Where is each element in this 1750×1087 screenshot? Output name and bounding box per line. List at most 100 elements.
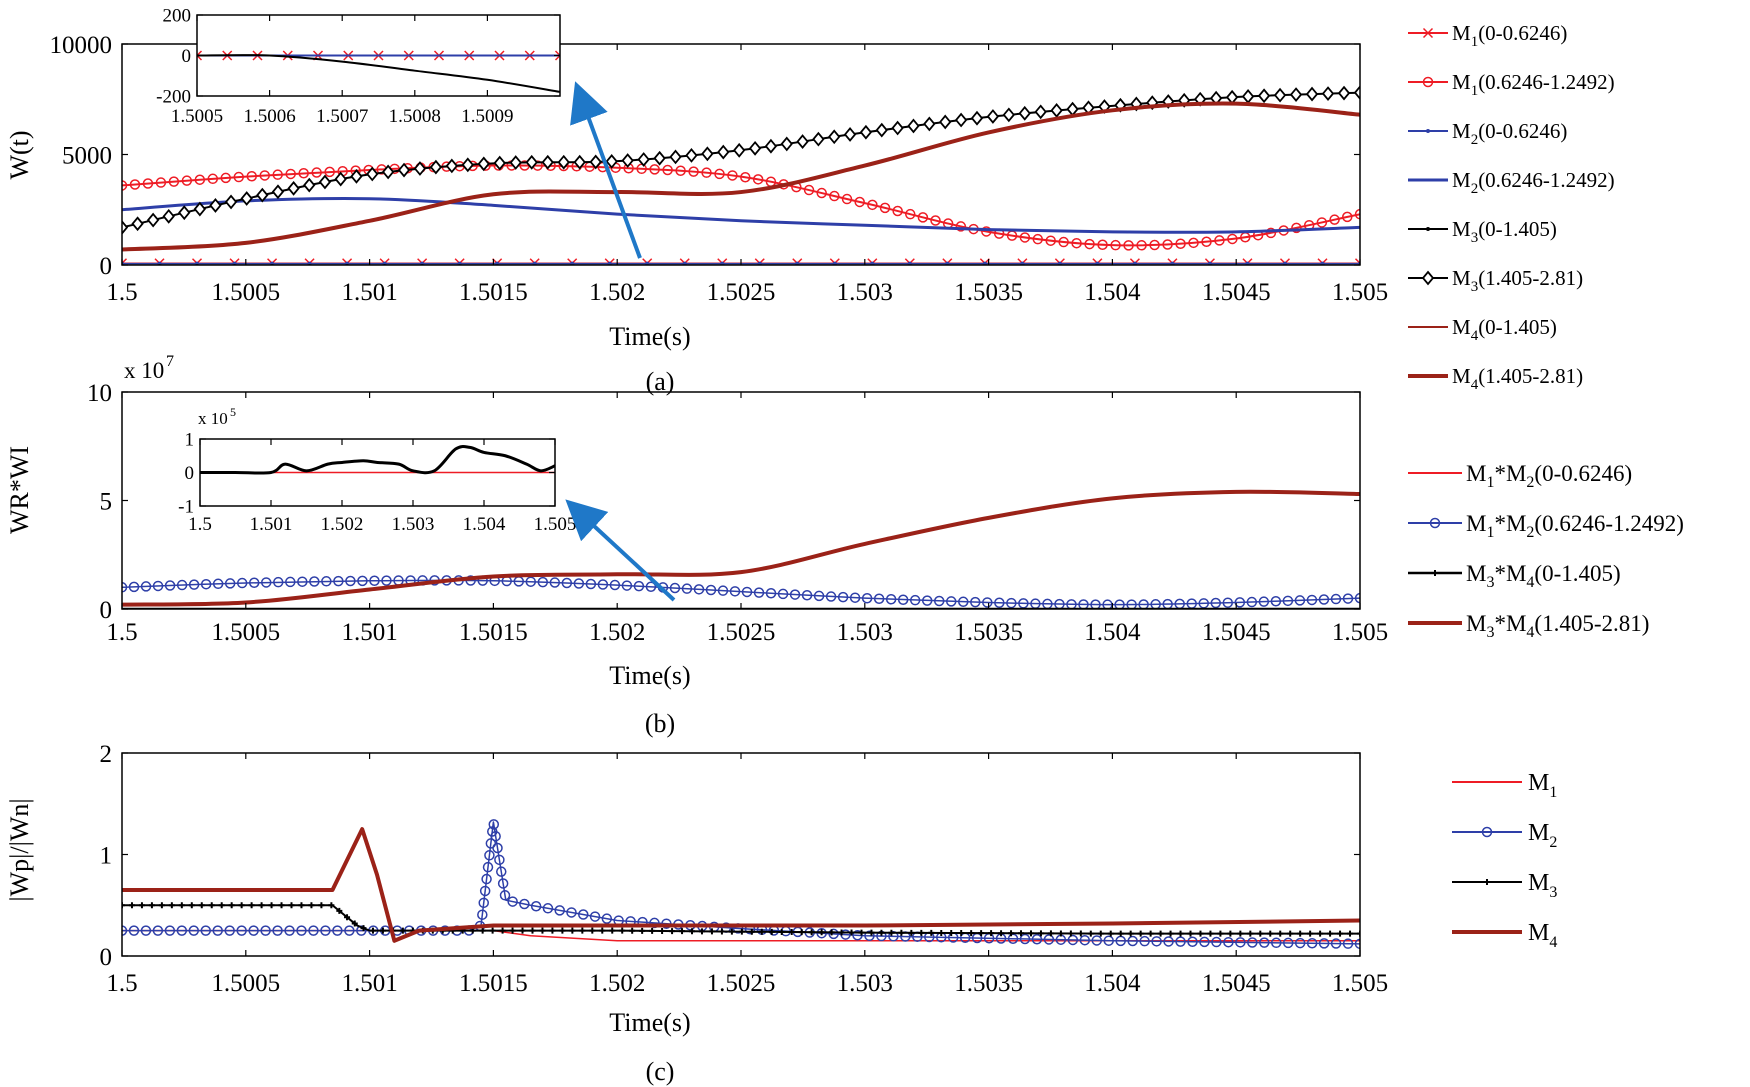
y-tick-label: -1: [178, 497, 194, 518]
series-M2: [122, 819, 1360, 950]
series-marker: [334, 171, 347, 187]
series-marker: [870, 261, 875, 265]
legend-label-range: (0.6246-1.2492): [1478, 70, 1614, 94]
series-marker: [519, 927, 526, 934]
series-marker: [479, 927, 486, 934]
series-marker: [1008, 930, 1015, 937]
series-marker: [1034, 104, 1047, 120]
series-marker: [178, 205, 191, 221]
series-marker: [758, 928, 765, 935]
series-marker: [1225, 89, 1239, 105]
series-marker: [238, 902, 245, 909]
legend-item: M2(0.6246-1.2492): [1408, 168, 1615, 197]
series-marker: [923, 116, 936, 132]
series-marker: [248, 902, 255, 909]
series-marker: [1267, 930, 1274, 937]
series-marker: [982, 597, 993, 608]
series-marker: [854, 196, 865, 208]
series-marker: [621, 153, 634, 168]
series-marker: [328, 902, 335, 909]
series-marker: [278, 902, 285, 909]
series-marker: [897, 594, 909, 605]
series-marker: [1188, 237, 1199, 249]
series-marker: [209, 198, 222, 213]
series-marker: [1245, 267, 1249, 271]
series-marker: [1354, 592, 1360, 604]
series-marker: [1147, 930, 1154, 937]
series-marker: [891, 120, 904, 136]
series-marker: [1258, 596, 1270, 607]
series-marker: [653, 150, 666, 166]
series-marker: [366, 166, 379, 182]
legend-marker: [1481, 826, 1493, 838]
series-M1(0.6246-1.2492): [122, 160, 1360, 251]
series-marker: [858, 929, 865, 936]
series-marker: [129, 179, 141, 190]
series-marker: [1058, 266, 1062, 270]
series-marker: [659, 927, 666, 934]
series-marker: [549, 927, 556, 934]
series-marker: [168, 176, 180, 187]
series-marker: [369, 927, 376, 934]
series-marker: [318, 174, 332, 190]
x-axis-label: Time(s): [609, 322, 690, 351]
series-marker: [597, 579, 609, 590]
series-marker: [379, 927, 386, 934]
series-marker: [727, 170, 738, 181]
series-marker: [168, 902, 175, 909]
series-marker: [733, 142, 746, 158]
series-marker: [649, 927, 656, 934]
series-marker: [461, 157, 474, 173]
series-marker: [271, 184, 285, 200]
series-marker: [1358, 267, 1362, 271]
callout-arrow-b: [565, 499, 676, 602]
series-marker: [898, 929, 905, 936]
series-marker: [867, 199, 878, 211]
series-marker: [507, 896, 518, 907]
x-tick-label: 1.5015: [459, 970, 528, 997]
series-marker: [1223, 936, 1234, 948]
x-tick-label: 1.505: [1332, 970, 1388, 997]
legend-label-part: 1: [1486, 524, 1494, 541]
series-marker: [489, 927, 496, 934]
series-marker: [1077, 930, 1084, 937]
legend-label: M4(0-1.405): [1452, 315, 1557, 344]
series-marker: [198, 902, 205, 909]
legend-label-part: M: [1466, 461, 1486, 486]
legend-item: M3*M4(0-1.405): [1408, 561, 1621, 591]
series-marker: [162, 208, 175, 224]
series-marker: [1214, 235, 1225, 246]
x-tick-label: 1.503: [837, 619, 893, 646]
series-marker: [495, 261, 500, 265]
series-marker: [1270, 596, 1282, 607]
x-tick-label: 1.5045: [1202, 279, 1271, 306]
series-marker: [1342, 211, 1353, 223]
series-marker: [753, 587, 765, 598]
series-marker: [1357, 930, 1360, 937]
series-marker: [841, 193, 853, 205]
x-tick-label: 1.5045: [1202, 619, 1271, 646]
series-marker: [232, 261, 237, 265]
series-marker: [554, 50, 560, 61]
legend-label-part: 3: [1486, 574, 1494, 591]
series-marker: [1199, 936, 1210, 948]
series-marker: [1057, 930, 1064, 937]
series-marker: [795, 261, 800, 265]
series-marker: [849, 592, 861, 603]
series-marker: [669, 928, 676, 935]
series-marker: [1247, 930, 1254, 937]
series-marker: [240, 191, 253, 206]
series-marker: [1259, 937, 1270, 948]
series-marker: [1347, 930, 1354, 937]
series-marker: [122, 902, 125, 909]
series-marker: [1175, 936, 1186, 947]
legend-label: M3: [1528, 870, 1557, 901]
series-marker: [808, 929, 815, 936]
series-marker: [589, 154, 602, 170]
legend-label-sub: 2: [1549, 834, 1557, 851]
series-marker: [288, 902, 295, 909]
series-marker: [549, 577, 561, 588]
chart-b: 1.5 1.5005 1.501 1.5015 1.502 1.5025 1.503 1.50…: [5, 353, 1684, 738]
series-marker: [381, 575, 392, 586]
x-tick-label: 1.5005: [211, 970, 280, 997]
